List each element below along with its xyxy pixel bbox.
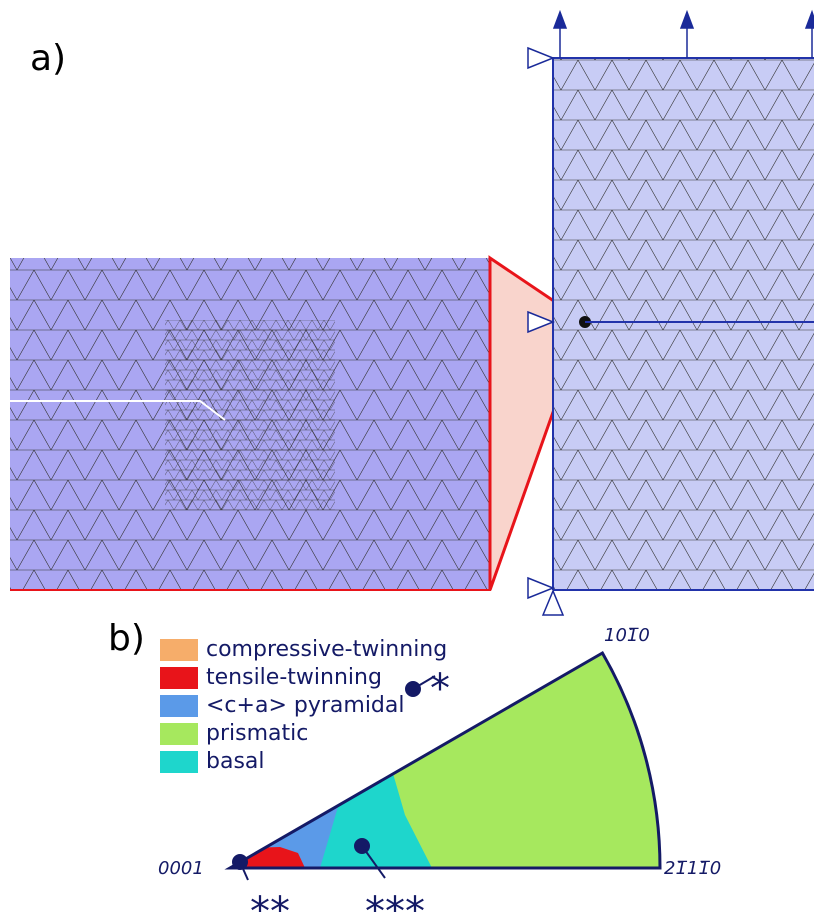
legend-label: tensile-twinning — [206, 665, 382, 690]
panel-label: a) — [30, 38, 66, 79]
loads — [552, 9, 814, 58]
crack — [10, 400, 226, 421]
legend-label: prismatic — [206, 721, 308, 746]
fine-mesh — [165, 320, 335, 510]
legend-swatch — [160, 723, 198, 745]
legend-label: basal — [206, 749, 265, 774]
marker-label: *** — [365, 889, 425, 912]
model-mesh — [553, 58, 814, 590]
marker-label: * — [430, 666, 450, 712]
supports — [527, 46, 565, 616]
legend-swatch — [160, 667, 198, 689]
corner-label: 101̅0 — [604, 625, 650, 646]
corner-label: 21̅11̅0 — [664, 858, 721, 879]
panel-label: b) — [108, 618, 145, 659]
ipf-triangle — [224, 650, 662, 870]
corner-label: 0001 — [158, 858, 204, 879]
legend-swatch — [160, 695, 198, 717]
legend-label: <c+a> pyramidal — [206, 693, 404, 718]
markers — [232, 675, 436, 881]
legend-label: compressive-twinning — [206, 637, 447, 662]
legend-swatch — [160, 639, 198, 661]
marker-label: ** — [250, 889, 290, 912]
legend-swatch — [160, 751, 198, 773]
legend: compressive-twinning tensile-twinning <c+a… — [160, 637, 447, 774]
